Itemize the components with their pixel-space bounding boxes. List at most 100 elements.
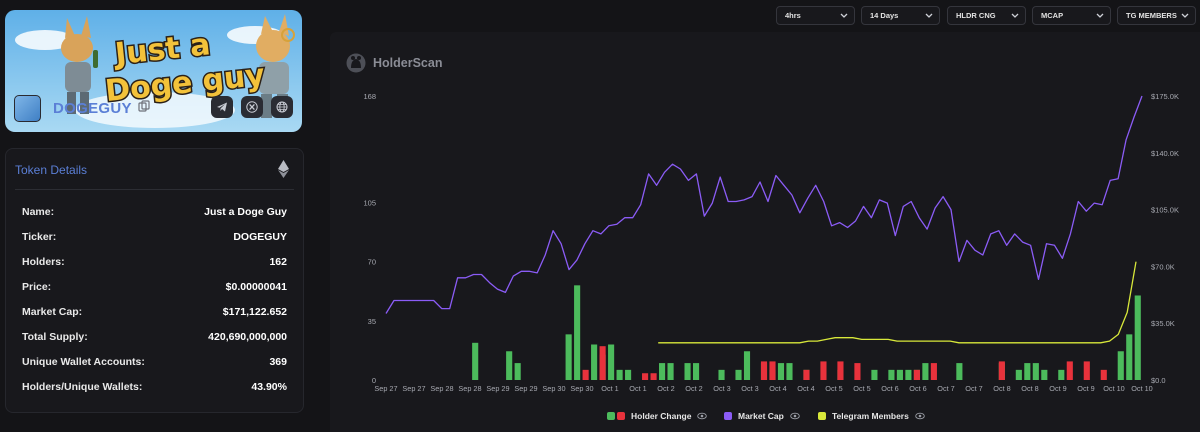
holder-change-bar-negative [913,369,920,380]
detail-value: 43.90% [251,381,287,393]
holder-change-bar [1058,369,1065,380]
x-tick-label: Oct 10 [1103,384,1125,393]
x-tick-label: Oct 9 [1077,384,1094,393]
holder-change-bar [514,363,521,380]
x-tick-label: Oct 3 [713,384,730,393]
holder-change-bar [616,369,623,380]
y-right-tick-label: $70.0K [1151,262,1175,271]
holder-change-bar-negative [582,369,589,380]
token-identity: DOGEGUY [14,94,150,122]
x-tick-label: Sep 30 [570,384,593,393]
metric3-value: TG MEMBERS [1126,11,1177,20]
holder-chart[interactable]: 0 35 70 105 168 $0.0 $35.0K $70.0K $105.0K $140.0… [330,80,1200,405]
detail-value: DOGEGUY [233,231,287,243]
range-select[interactable]: 14 Days [861,6,940,25]
website-link[interactable] [271,96,293,118]
x-tick-label: Oct 8 [993,384,1010,393]
detail-label: Holders/Unique Wallets: [22,381,143,393]
holder-change-bar-negative [642,373,649,380]
holder-change-bar-negative [854,363,861,380]
legend-label: Holder Change [631,411,692,421]
holder-change-bar [743,351,751,380]
holder-change-bar [896,369,903,380]
y-left-tick-label: 0 [372,376,376,385]
x-tick-label: Oct 7 [965,384,982,393]
x-tick-label: Oct 7 [937,384,954,393]
holder-change-bar [718,369,725,380]
x-tick-label: Oct 3 [741,384,758,393]
holder-change-bar-negative [599,346,606,380]
holder-change-bar-negative [820,361,827,380]
legend-holder-change[interactable]: Holder Change [607,409,708,423]
chevron-down-icon [1181,13,1189,18]
holder-change-bar [1126,334,1133,380]
brand-name: HolderScan [373,56,443,70]
x-tick-label: Sep 27 [402,384,425,393]
globe-icon [276,101,288,113]
holder-change-bar [905,369,912,380]
holder-change-bar [777,363,785,380]
legend-swatch-telegram [818,412,826,420]
detail-label: Name: [22,206,55,218]
x-tick-label: Oct 4 [769,384,786,393]
holder-change-bar [506,351,513,380]
token-details-title: Token Details [15,163,88,177]
holder-change-bar [786,363,793,380]
detail-row-holders: Holders: 162 [22,256,287,272]
legend-market-cap[interactable]: Market Cap [724,409,800,423]
x-link[interactable] [241,96,263,118]
telegram-link[interactable] [211,96,233,118]
eye-icon [697,412,708,420]
detail-label: Ticker: [22,231,57,243]
detail-value: 369 [269,356,287,368]
holder-change-bar [1015,369,1022,380]
interval-value: 4hrs [785,11,801,20]
holder-change-bar-negative [1083,361,1090,380]
holder-change-bar-negative [769,361,776,380]
legend-label: Market Cap [738,411,784,421]
holder-change-bar [574,285,581,380]
holder-change-bar-negative [998,361,1005,380]
x-tick-label: Oct 1 [629,384,646,393]
holder-change-bar [1024,363,1031,380]
metric3-select[interactable]: TG MEMBERS [1117,6,1196,25]
x-tick-label: Oct 2 [657,384,674,393]
telegram-icon [217,102,227,112]
metric2-value: MCAP [1041,11,1064,20]
detail-label: Price: [22,281,52,293]
eye-icon [790,412,800,420]
holder-change-bar [591,344,598,380]
holder-change-bar [472,342,479,380]
copy-icon[interactable] [138,99,150,117]
x-tick-label: Sep 29 [486,384,509,393]
holder-change-bar [956,363,963,380]
holder-change-bar [692,363,700,380]
x-icon [246,101,258,113]
range-value: 14 Days [870,11,899,20]
metric1-select[interactable]: HLDR CNG [947,6,1026,25]
chevron-down-icon [840,13,848,18]
holder-change-bar [871,369,878,380]
holder-change-bar-negative [837,361,844,380]
interval-select[interactable]: 4hrs [776,6,855,25]
detail-value: 162 [269,256,287,268]
token-name: DOGEGUY [53,99,132,117]
metric2-select[interactable]: MCAP [1032,6,1111,25]
holder-change-bar-negative [1100,369,1107,380]
holder-change-bar [659,363,666,380]
detail-label: Total Supply: [22,331,88,343]
token-details-panel: Token Details Name: Just a Doge Guy Ticke… [5,148,304,413]
token-avatar [14,94,41,122]
x-tick-label: Oct 8 [1021,384,1038,393]
holder-change-bar-negative [760,361,768,380]
legend-telegram-members[interactable]: Telegram Members [818,409,925,423]
token-banner: Just a Doge guy [5,10,302,132]
detail-row-market-cap: Market Cap: $171,122.652 [22,306,287,322]
holder-change-bar [565,334,572,380]
holder-change-bar-negative [650,373,657,380]
banner-illustration: Just a Doge guy [5,10,302,132]
detail-value: Just a Doge Guy [204,206,287,218]
y-right-tick-label: $0.0 [1151,376,1166,385]
y-left-tick-label: 168 [363,92,376,101]
holder-change-bar [1134,295,1141,380]
